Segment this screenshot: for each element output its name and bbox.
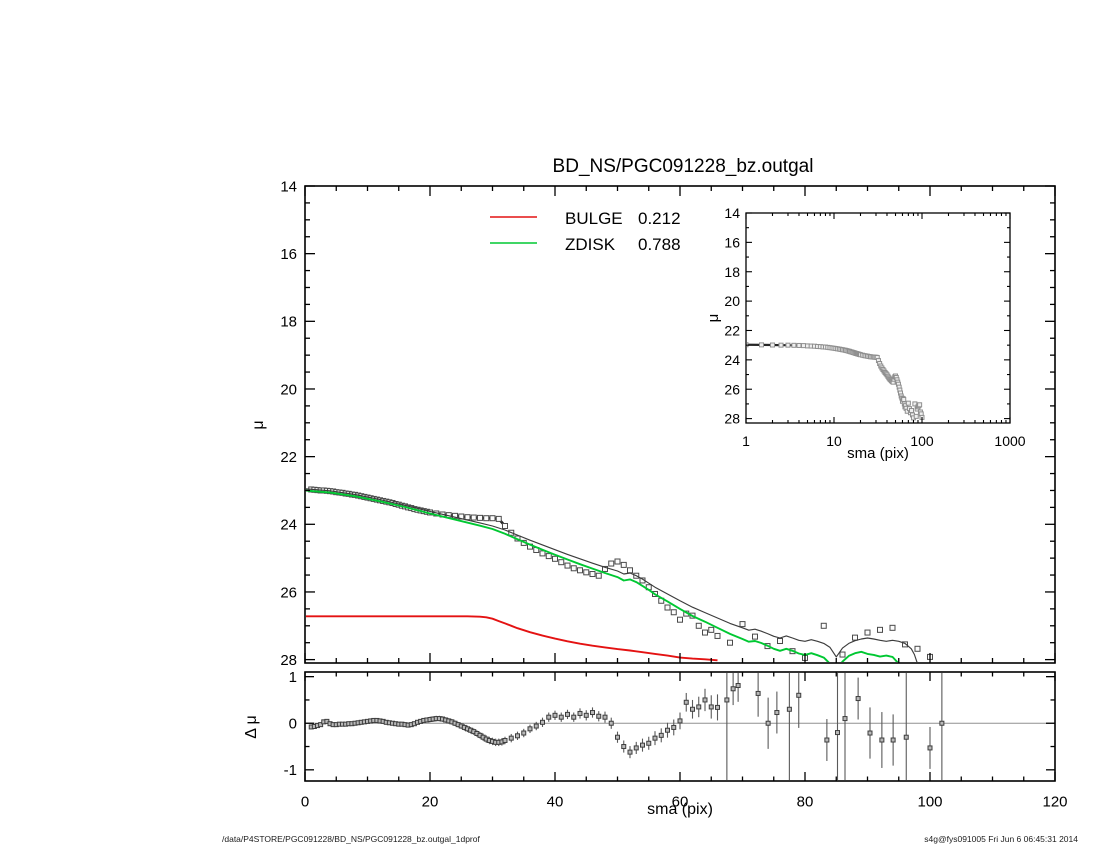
main-y-tick-label: 20 [280,381,297,398]
inset-y-tick-label: 18 [724,264,740,280]
legend-zdisk-value: 0.788 [638,235,681,254]
main-series [306,486,933,662]
inset-y-axis-label: μ [705,314,722,323]
main-y-tick-label: 18 [280,314,297,331]
legend-bulge-label: BULGE [565,209,623,228]
plot-title: BD_NS/PGC091228_bz.outgal [553,156,814,177]
legend-bulge-value: 0.212 [638,209,681,228]
inset-y-tick-label: 28 [724,411,740,427]
footer-user-date: s4g@fys091005 Fri Jun 6 06:45:31 2014 [924,834,1078,844]
inset-y-tick-label: 26 [724,381,740,397]
main-panel: 14 16 18 20 22 24 26 28 [280,178,1056,669]
residual-y-axis-label: Δ μ [243,715,260,738]
main-y-tick-label: 24 [280,517,297,534]
inset-series [747,342,925,421]
residual-y-tick-label: 0 [289,716,297,733]
inset-y-tick-label: 20 [724,293,740,309]
main-y-tick-label: 26 [280,584,297,601]
residual-x-tick-label: 20 [422,793,439,810]
inset-y-tick-label: 14 [724,205,740,221]
inset-x-axis-label: sma (pix) [847,445,909,462]
main-y-axis-label: μ [250,420,267,429]
residual-x-tick-label: 0 [301,793,309,810]
inset-panel: 14 16 18 20 22 24 26 281 10 100 1000 [724,205,1025,449]
residual-series [306,673,1054,780]
residual-x-tick-label: 100 [917,793,942,810]
main-y-tick-label: 16 [280,246,297,263]
main-y-tick-label: 28 [280,652,297,669]
legend: BULGE 0.212 ZDISK 0.788 [490,209,681,254]
residual-y-tick-label: 1 [289,669,297,686]
inset-x-tick-label: 100 [910,433,934,449]
inset-x-tick-label: 1 [742,433,750,449]
residual-x-tick-label: 60 [672,793,689,810]
inset-y-tick-label: 16 [724,234,740,250]
residual-x-tick-label: 80 [797,793,814,810]
residual-x-tick-label: 40 [547,793,564,810]
footer-path: /data/P4STORE/PGC091228/BD_NS/PGC091228_… [222,834,480,844]
residual-x-tick-label: 120 [1042,793,1067,810]
residual-x-axis-label: sma (pix) [647,801,713,818]
legend-zdisk-label: ZDISK [565,235,616,254]
inset-x-tick-label: 1000 [994,433,1025,449]
inset-x-tick-label: 10 [826,433,842,449]
main-y-tick-label: 22 [280,449,297,466]
residual-y-tick-label: -1 [284,762,297,779]
inset-y-tick-label: 22 [724,323,740,339]
inset-y-tick-label: 24 [724,352,740,368]
main-y-tick-label: 14 [280,178,297,195]
